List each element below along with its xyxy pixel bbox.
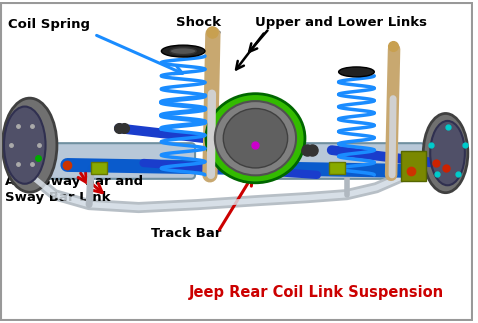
Ellipse shape — [424, 113, 468, 193]
Text: Anti-Sway Bar and: Anti-Sway Bar and — [5, 175, 143, 188]
FancyBboxPatch shape — [273, 143, 425, 179]
Bar — [329, 162, 345, 174]
Ellipse shape — [430, 121, 465, 185]
Ellipse shape — [2, 98, 57, 192]
Ellipse shape — [170, 47, 196, 55]
Bar — [91, 162, 107, 174]
Text: Coil Spring: Coil Spring — [8, 18, 90, 31]
Text: Track Bar: Track Bar — [151, 227, 221, 240]
Text: Jeep Rear Coil Link Suspension: Jeep Rear Coil Link Suspension — [189, 285, 445, 300]
Ellipse shape — [206, 94, 305, 183]
Ellipse shape — [338, 67, 374, 77]
Text: s: s — [211, 34, 219, 47]
Ellipse shape — [215, 101, 296, 175]
Ellipse shape — [162, 45, 205, 57]
FancyBboxPatch shape — [14, 143, 195, 179]
Text: Upper and Lower Links: Upper and Lower Links — [255, 16, 427, 29]
Ellipse shape — [223, 109, 288, 168]
Bar — [401, 151, 426, 181]
Text: Shock: Shock — [176, 16, 221, 29]
Text: Sway Bar Link: Sway Bar Link — [5, 191, 110, 204]
Ellipse shape — [4, 107, 45, 184]
